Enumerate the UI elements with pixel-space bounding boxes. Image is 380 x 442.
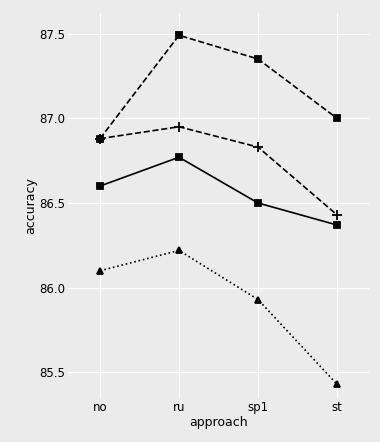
X-axis label: approach: approach <box>189 416 248 429</box>
Y-axis label: accuracy: accuracy <box>24 177 37 234</box>
